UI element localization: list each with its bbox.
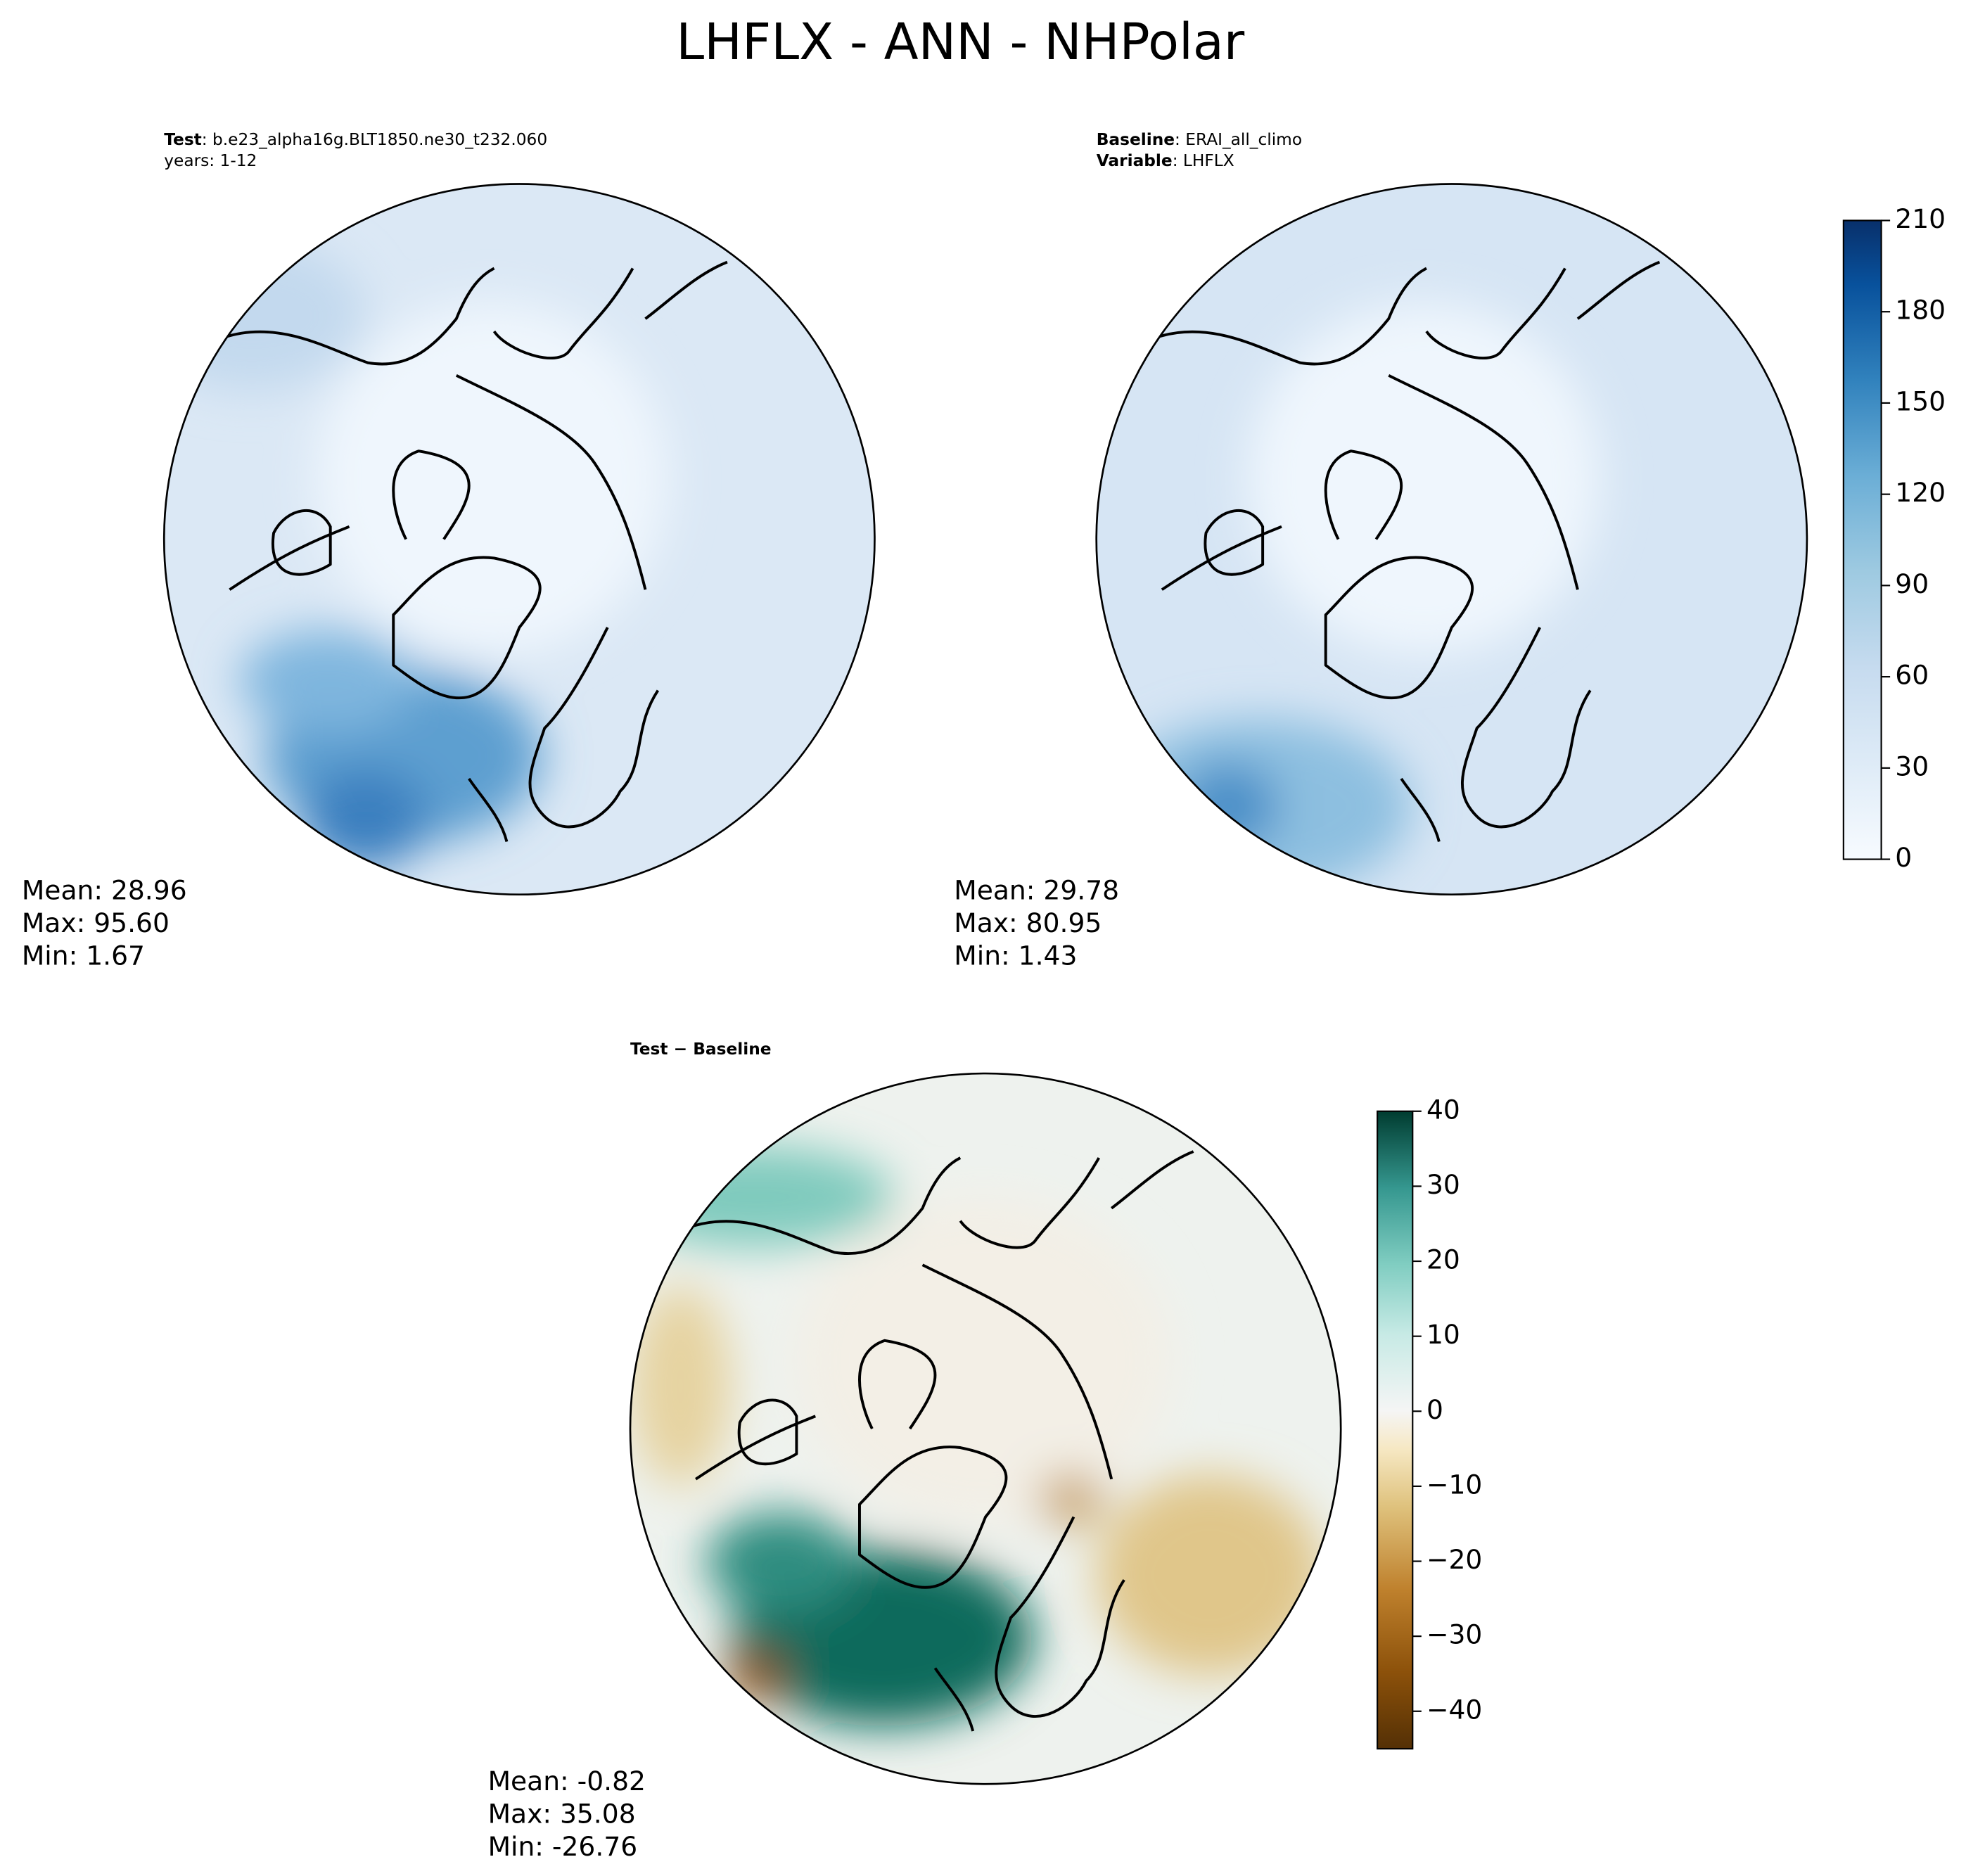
panel-header: years: 1-12 — [164, 151, 257, 170]
header-label: Baseline — [1097, 129, 1175, 148]
stat-line: Min: 1.67 — [22, 940, 145, 971]
tick-label: 0 — [1895, 842, 1912, 873]
stat-line: Min: 1.43 — [954, 940, 1077, 971]
tick-label: 210 — [1895, 203, 1946, 234]
stat-line: Min: -26.76 — [488, 1831, 638, 1862]
tick-label: 40 — [1426, 1094, 1460, 1125]
map-border — [1095, 183, 1808, 896]
tick-label: −30 — [1426, 1619, 1482, 1650]
tick-label: −10 — [1426, 1469, 1482, 1500]
map-difference — [630, 1073, 1341, 1785]
map-test — [164, 184, 875, 895]
header-label: Test − Baseline — [630, 1040, 772, 1059]
header-label: Variable — [1097, 151, 1173, 170]
tick-label: −40 — [1426, 1694, 1482, 1725]
tick-label: 180 — [1895, 295, 1946, 326]
panel-header: Baseline: ERAI_all_climo — [1097, 129, 1302, 148]
panel-header: Test: b.e23_alpha16g.BLT1850.ne30_t232.0… — [164, 129, 547, 148]
colorbar — [1842, 219, 1882, 860]
stat-line: Mean: 28.96 — [22, 875, 187, 906]
tick-label: 30 — [1426, 1169, 1460, 1200]
stat-line: Mean: 29.78 — [954, 875, 1119, 906]
map-border — [162, 183, 876, 896]
stat-line: Max: 80.95 — [954, 907, 1102, 938]
stat-line: Max: 95.60 — [22, 907, 170, 938]
tick-label: 120 — [1895, 477, 1946, 508]
map-border — [629, 1072, 1342, 1785]
header-value: : ERAI_all_climo — [1175, 129, 1302, 148]
header-value: years: 1-12 — [164, 151, 257, 170]
tick-label: 60 — [1895, 660, 1929, 691]
figure-title: LHFLX - ANN - NHPolar — [676, 13, 1245, 71]
tick-label: −20 — [1426, 1544, 1482, 1575]
panel-header: Test − Baseline — [630, 1040, 772, 1059]
header-value: : LHFLX — [1173, 151, 1234, 170]
colorbar — [1377, 1110, 1414, 1750]
panel-header: Variable: LHFLX — [1097, 151, 1234, 170]
stat-line: Mean: -0.82 — [488, 1766, 646, 1797]
tick-label: 30 — [1895, 751, 1929, 781]
stat-line: Max: 35.08 — [488, 1799, 636, 1830]
tick-label: 20 — [1426, 1244, 1460, 1275]
header-label: Test — [164, 129, 202, 148]
tick-label: 10 — [1426, 1319, 1460, 1350]
map-baseline — [1096, 184, 1807, 895]
tick-label: 150 — [1895, 385, 1946, 416]
tick-label: 0 — [1426, 1394, 1443, 1425]
header-value: : b.e23_alpha16g.BLT1850.ne30_t232.060 — [202, 129, 547, 148]
tick-label: 90 — [1895, 568, 1929, 599]
